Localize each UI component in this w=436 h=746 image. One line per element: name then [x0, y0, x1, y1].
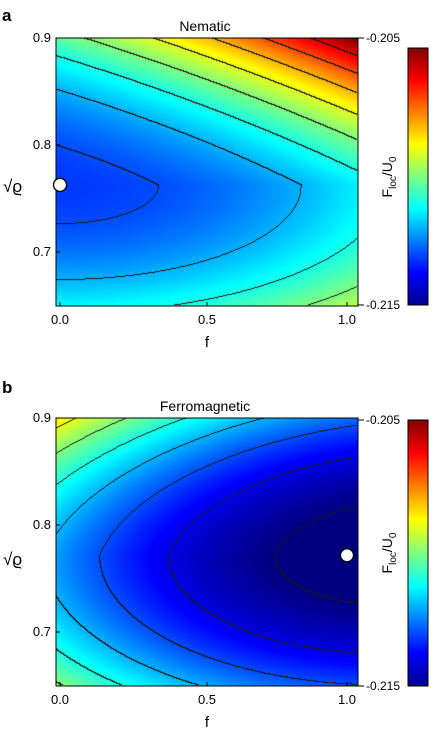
- x-tick-label: 0.0: [51, 692, 69, 707]
- chart-title: Ferromagnetic: [160, 398, 250, 414]
- colorbar-max-label: -0.205: [366, 413, 400, 427]
- heatmap-plot: [56, 38, 358, 306]
- panel-b: b Ferromagnetic 0.9 0.8 0.7 0.0 0.5 1.0 …: [2, 378, 429, 731]
- colorbar-label: Floc/U0: [379, 156, 399, 197]
- y-tick-label: 0.7: [33, 244, 51, 259]
- y-axis-label: √ϱ: [3, 177, 22, 196]
- colorbar: [407, 419, 429, 687]
- x-tick-label: 1.0: [338, 692, 356, 707]
- minimum-marker: [339, 548, 355, 563]
- x-axis-label: f: [205, 714, 210, 731]
- y-tick-label: 0.8: [33, 517, 51, 532]
- y-axis-label: √ϱ: [3, 550, 22, 569]
- y-tick-label: 0.8: [33, 137, 51, 152]
- y-tick-label: 0.9: [33, 410, 51, 425]
- x-tick-label: 0.0: [51, 312, 69, 327]
- y-tick-label: 0.9: [33, 30, 51, 45]
- x-axis-label: f: [205, 334, 210, 351]
- colorbar-label: Floc/U0: [379, 532, 399, 573]
- colorbar-max-label: -0.205: [366, 31, 400, 45]
- heatmap-plot: [56, 418, 358, 686]
- panel-a: a Nematic 0.9 0.8 0.7 0.0 0.5 1.0 f √ϱ: [2, 6, 429, 351]
- colorbar-min-label: -0.215: [366, 298, 400, 312]
- minimum-marker: [52, 177, 68, 193]
- panel-label: a: [2, 6, 12, 25]
- y-tick-label: 0.7: [33, 624, 51, 639]
- panel-label: b: [2, 378, 12, 397]
- x-tick-label: 1.0: [338, 312, 356, 327]
- chart-title: Nematic: [179, 18, 230, 34]
- colorbar: [407, 47, 429, 306]
- x-tick-label: 0.5: [198, 692, 216, 707]
- x-tick-label: 0.5: [198, 312, 216, 327]
- colorbar-min-label: -0.215: [366, 679, 400, 693]
